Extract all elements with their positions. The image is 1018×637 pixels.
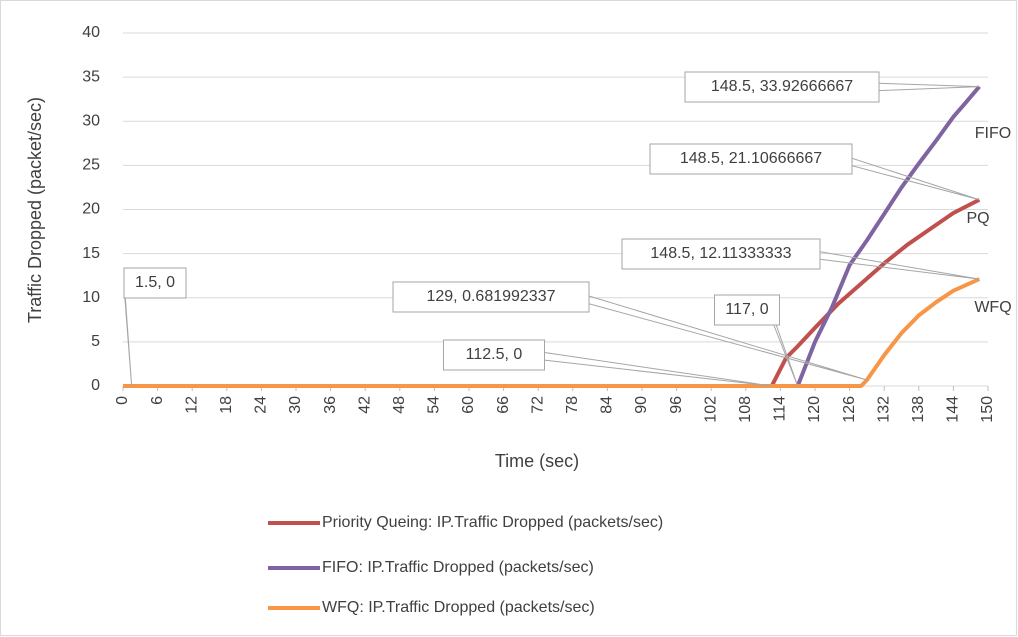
x-tick-label: 78 (564, 396, 581, 414)
y-tick-label: 10 (82, 289, 100, 306)
annotation-leader (769, 305, 799, 387)
x-tick-label: 60 (460, 396, 477, 414)
x-tick-label: 138 (910, 396, 927, 423)
annotation-box (443, 339, 545, 371)
x-tick-label: 132 (875, 396, 892, 423)
annotation-leader (123, 278, 133, 387)
y-tick-label: 25 (82, 157, 100, 174)
annotation-label: 129, 0.681992337 (426, 288, 555, 305)
series-end-label: FIFO (975, 125, 1011, 142)
y-tick-label: 5 (91, 333, 100, 350)
annotation-label: 148.5, 21.10666667 (680, 150, 822, 167)
x-tick-label: 114 (772, 396, 789, 422)
series-end-label: PQ (966, 210, 989, 227)
x-axis-label: Time (sec) (495, 451, 579, 471)
y-tick-label: 20 (82, 201, 100, 218)
annotation-box (621, 238, 821, 270)
annotation-box (714, 294, 780, 326)
x-tick-label: 108 (737, 396, 754, 423)
annotation-leader (841, 154, 980, 201)
annotation-leader (868, 82, 980, 92)
x-tick-label: 66 (495, 396, 512, 414)
series-line (123, 85, 981, 388)
x-tick-label: 126 (841, 396, 858, 423)
y-tick-label: 0 (91, 377, 100, 394)
annotation-box (684, 71, 880, 103)
annotation-label: 148.5, 33.92666667 (711, 78, 853, 95)
x-tick-label: 18 (218, 396, 235, 414)
x-tick-label: 0 (114, 396, 131, 405)
x-tick-label: 42 (356, 396, 373, 414)
x-tick-label: 24 (253, 396, 270, 414)
x-tick-label: 90 (633, 396, 650, 414)
annotation-label: 148.5, 12.11333333 (650, 245, 791, 262)
series-end-label: WFQ (974, 299, 1011, 316)
x-tick-label: 150 (979, 396, 996, 423)
y-tick-label: 30 (82, 112, 100, 129)
x-tick-label: 48 (391, 396, 408, 414)
annotation-label: 112.5, 0 (466, 346, 523, 363)
legend-label: WFQ: IP.Traffic Dropped (packets/sec) (322, 599, 595, 616)
x-tick-label: 84 (599, 396, 616, 414)
annotation-label: 1.5, 0 (135, 274, 175, 291)
x-tick-label: 6 (149, 396, 166, 405)
annotation-box (649, 143, 853, 175)
x-tick-label: 30 (287, 396, 304, 414)
annotation-box (392, 281, 590, 313)
annotation-leader (534, 350, 772, 387)
annotation-leader (809, 249, 980, 280)
x-tick-label: 36 (322, 396, 339, 414)
y-axis-label: Traffic Dropped (packet/sec) (25, 97, 45, 323)
y-tick-label: 40 (82, 24, 100, 41)
x-tick-label: 54 (426, 396, 443, 414)
y-tick-label: 35 (82, 68, 100, 85)
x-tick-label: 120 (806, 396, 823, 423)
annotation-label: 117, 0 (725, 301, 768, 318)
annotation-leader (578, 292, 868, 381)
legend-label: FIFO: IP.Traffic Dropped (packets/sec) (322, 559, 594, 576)
x-tick-label: 102 (702, 396, 719, 423)
annotation-box (123, 267, 187, 299)
x-tick-label: 144 (945, 396, 962, 423)
legend-label: Priority Queing: IP.Traffic Dropped (pac… (322, 514, 663, 531)
series-line (123, 277, 981, 388)
series-line (123, 197, 981, 388)
x-tick-label: 72 (529, 396, 546, 414)
x-tick-label: 12 (183, 396, 200, 414)
y-tick-label: 15 (82, 245, 100, 262)
x-tick-label: 96 (668, 396, 685, 414)
